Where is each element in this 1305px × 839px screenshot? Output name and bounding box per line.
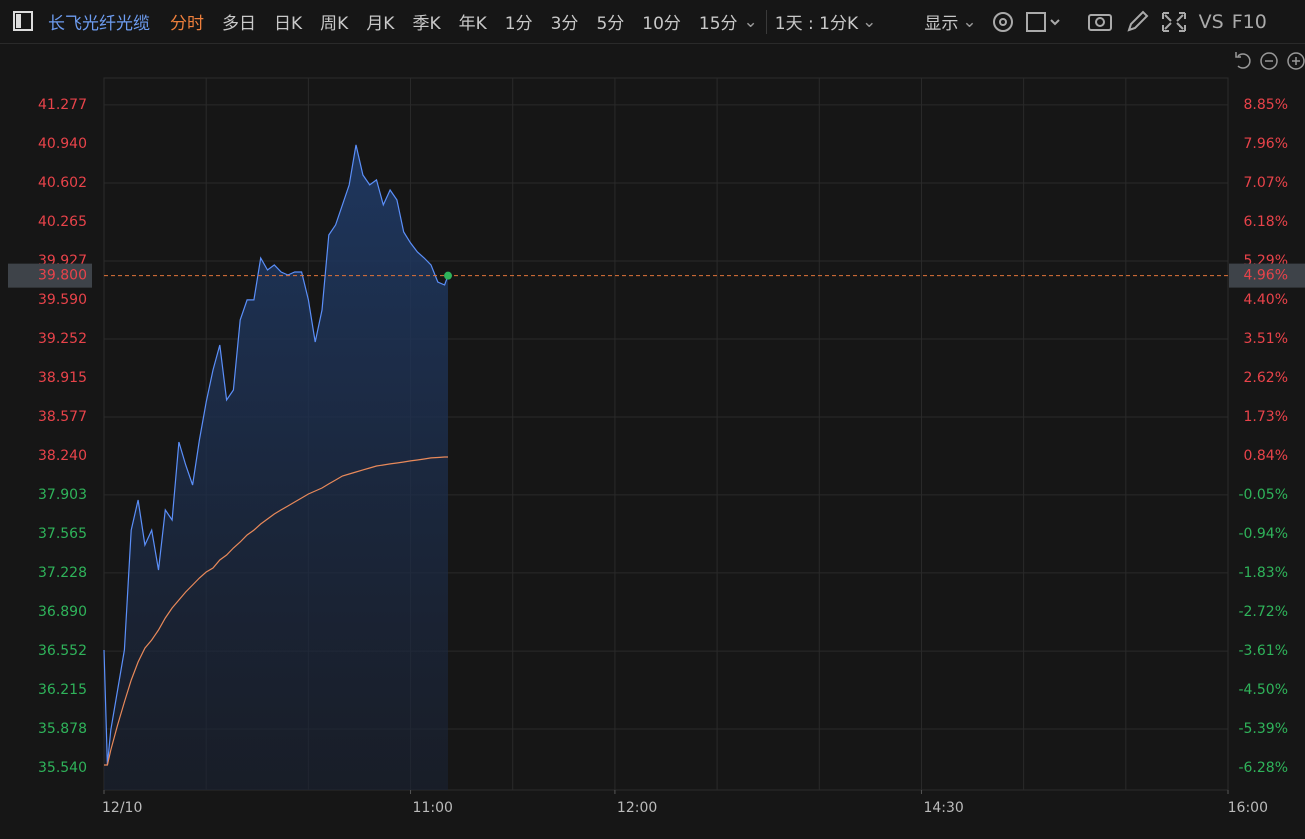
tab[interactable]: 周K	[320, 14, 349, 34]
zoom-icons[interactable]	[1235, 52, 1305, 70]
last-change-label: 4.96%	[1244, 268, 1288, 284]
y2-tick-label: -1.83%	[1238, 565, 1288, 581]
tab[interactable]: 多日	[222, 14, 256, 34]
y-tick-label: 40.602	[38, 175, 87, 191]
y2-tick-label: 2.62%	[1244, 370, 1288, 386]
tab[interactable]: 3分	[550, 14, 579, 34]
separator	[765, 9, 767, 34]
y2-tick-label: 4.40%	[1244, 292, 1288, 308]
y-tick-label: 36.552	[38, 643, 87, 659]
y-tick-label: 38.240	[38, 448, 87, 464]
y2-tick-label: -0.94%	[1238, 526, 1288, 542]
y-tick-label: 40.265	[38, 214, 87, 230]
last-price-box	[8, 263, 92, 288]
tab[interactable]: 年K	[458, 14, 487, 34]
tab[interactable]: 15分	[698, 14, 738, 34]
price-line	[103, 144, 449, 766]
y-tick-label: 38.915	[38, 370, 87, 386]
x-tick-label: 16:00	[1228, 800, 1268, 816]
tab[interactable]: 1分	[504, 14, 533, 34]
x-tick-label: 11:00	[413, 800, 453, 816]
plot-frame	[103, 77, 1229, 791]
y-tick-label: 35.540	[38, 760, 87, 776]
tab[interactable]: 月K	[366, 14, 395, 34]
chevron: ⌄	[962, 11, 977, 32]
x-tick-label: 14:30	[923, 800, 963, 816]
y2-tick-label: -0.05%	[1238, 487, 1288, 503]
period[interactable]: 1天 : 1分K	[774, 14, 859, 34]
last-price-label: 39.800	[38, 268, 87, 284]
last-change-box	[1229, 263, 1305, 288]
menu-icon[interactable]	[0, 0, 48, 44]
y2-tick-label: -4.50%	[1238, 682, 1288, 698]
y2-tick-label: 7.96%	[1244, 136, 1288, 152]
price-area	[104, 144, 449, 790]
y2-tick-label: 6.18%	[1244, 214, 1288, 230]
avg-line	[104, 456, 448, 766]
f10-button[interactable]: F10	[1231, 10, 1267, 33]
y-tick-label: 36.890	[38, 604, 87, 620]
y-tick-label: 37.228	[38, 565, 87, 581]
chevron: ⌄	[743, 11, 758, 32]
tab[interactable]: 10分	[642, 14, 681, 34]
tab[interactable]: 日K	[274, 14, 303, 34]
y2-tick-label: -5.39%	[1238, 721, 1288, 737]
chart: 35.540 35.878 36.215 36.552 36.890 37.228 37.5…	[8, 52, 1305, 816]
y2-tick-label: -3.61%	[1238, 643, 1288, 659]
y2-tick-label: 1.73%	[1244, 409, 1288, 425]
last-point	[444, 271, 453, 280]
y-tick-label: 40.940	[38, 136, 87, 152]
y-tick-label: 37.903	[38, 487, 87, 503]
y2-tick-label: 7.07%	[1244, 175, 1288, 191]
y-tick-label: 41.277	[38, 97, 87, 113]
y-tick-label: 36.215	[38, 682, 87, 698]
tool-icons[interactable]	[989, 0, 1229, 44]
tab[interactable]: 5分	[596, 14, 625, 34]
tabs: 分时 多日 日K 周K 月K 季K 年K 1分 3分 5分 10分 15分	[170, 9, 756, 34]
y2-tick-label: 8.85%	[1244, 97, 1288, 113]
y2-tick-label: 0.84%	[1244, 448, 1288, 464]
x-tick-label: 12/10	[102, 800, 142, 816]
stock-name[interactable]: 长飞光纤光缆	[48, 14, 150, 34]
tab[interactable]: 分时	[170, 14, 204, 34]
tab[interactable]: 季K	[412, 14, 441, 34]
y2-tick-label: -6.28%	[1238, 760, 1288, 776]
x-tick-label: 12:00	[617, 800, 657, 816]
display[interactable]: 显示	[924, 14, 959, 34]
y-tick-label: 37.565	[38, 526, 87, 542]
y-tick-label: 39.252	[38, 331, 87, 347]
y-tick-label: 39.590	[38, 292, 87, 308]
toolbar: 长飞光纤光缆 分时 多日 日K 周K 月K 季K 年K 1分 3分 5分 10分 15分 ⌄ 1天 :…	[0, 0, 1305, 44]
vs-button[interactable]: VS	[1198, 10, 1224, 33]
chevron: ⌄	[862, 11, 877, 32]
y2-tick-label: 3.51%	[1244, 331, 1288, 347]
y2-tick-label: -2.72%	[1238, 604, 1288, 620]
y-tick-label: 38.577	[38, 409, 87, 425]
y-tick-label: 35.878	[38, 721, 87, 737]
